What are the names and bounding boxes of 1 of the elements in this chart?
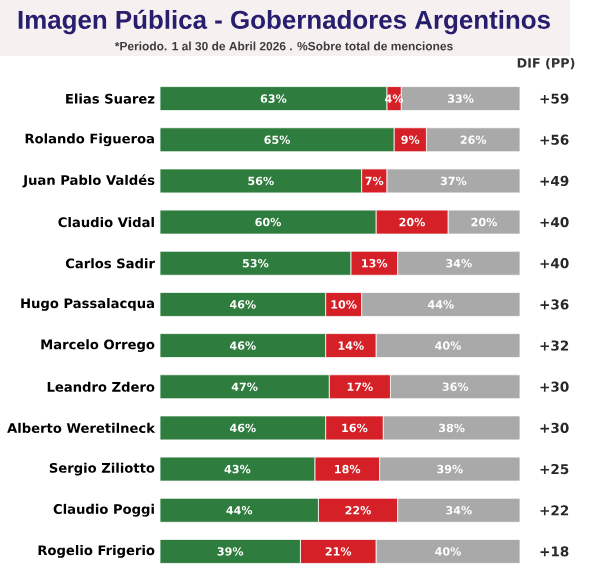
chart-title: Imagen Pública - Gobernadores Argentinos xyxy=(18,9,550,35)
